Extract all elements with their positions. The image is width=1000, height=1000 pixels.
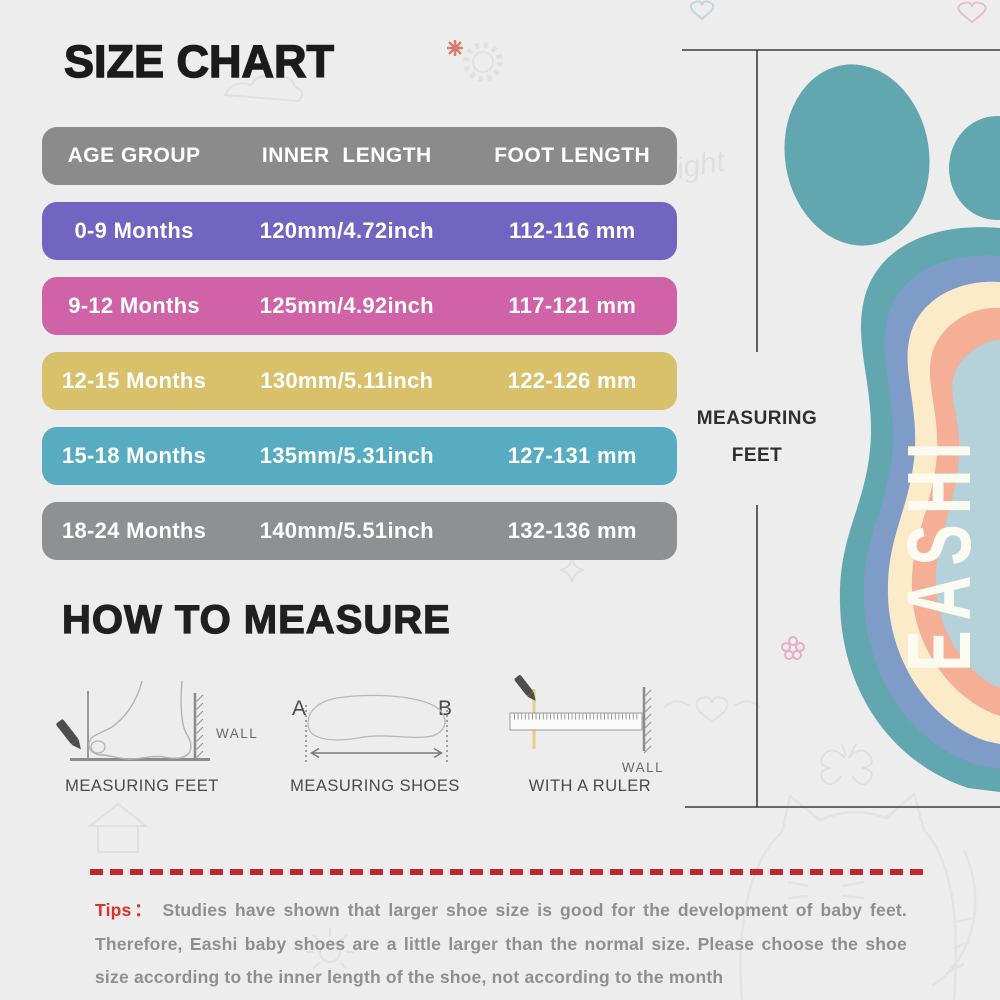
table-row: 9-12 Months 125mm/4.92inch 117-121 mm <box>42 277 677 335</box>
page-title: SIZE CHART <box>63 35 334 87</box>
measuring-illustrations: WALL MEASURING FEET A B MEASURING SHOES <box>56 675 664 795</box>
age-cell: 9-12 Months <box>68 293 200 318</box>
measuring-feet-illustration: WALL MEASURING FEET <box>56 680 258 795</box>
tips-section: Tips： Studies have shown that larger sho… <box>95 894 907 995</box>
table-header-row: AGE GROUP INNER LENGTH FOOT LENGTH <box>42 127 677 185</box>
with-a-ruler-illustration: WALL WITH A RULER <box>509 675 664 795</box>
big-toe-outline <box>90 740 106 754</box>
foot-cell: 112-116 mm <box>508 218 636 243</box>
panel-label-line1: MEASURING <box>697 408 818 429</box>
wall-label: WALL <box>622 760 664 775</box>
foot-measuring-panel: MEASURING FEET EASHI <box>682 49 1000 808</box>
measuring-shoes-caption: MEASURING SHOES <box>290 777 460 795</box>
foot-cell: 132-136 mm <box>507 518 637 543</box>
big-toe-shape <box>784 64 930 246</box>
foot-outline <box>88 680 192 760</box>
size-table: AGE GROUP INNER LENGTH FOOT LENGTH 0-9 M… <box>42 127 677 577</box>
age-cell: 18-24 Months <box>61 518 207 543</box>
inner-cell: 140mm/5.51inch <box>259 518 434 543</box>
inner-cell: 125mm/4.92inch <box>259 293 434 318</box>
wall-label: WALL <box>216 726 258 741</box>
age-cell: 15-18 Months <box>61 443 207 468</box>
pencil-icon <box>56 719 81 750</box>
shoe-sole-outline <box>307 694 446 741</box>
baby-foot-graphic: EASHI <box>784 64 1000 792</box>
doodle-flower-petals-icon <box>463 42 503 82</box>
col-header-age-group: AGE GROUP <box>67 144 201 167</box>
point-b-label: B <box>438 697 452 720</box>
tips-line-1: Tips： Studies have shown that larger sho… <box>95 894 907 928</box>
pencil-icon <box>514 675 536 701</box>
col-header-inner-length: INNER LENGTH <box>261 144 432 167</box>
wall-hatch-icon <box>194 694 204 760</box>
brand-vertical-text: EASHI <box>890 432 990 671</box>
measuring-shoes-illustration: A B MEASURING SHOES <box>290 694 460 795</box>
second-toe-shape <box>949 116 1000 220</box>
with-a-ruler-caption: WITH A RULER <box>529 777 651 795</box>
tips-line-3: size according to the inner length of th… <box>95 967 724 987</box>
doodle-flower-icon <box>472 51 494 73</box>
length-arrow-icon <box>310 747 443 759</box>
measuring-feet-caption: MEASURING FEET <box>65 777 219 795</box>
foot-cell: 117-121 mm <box>508 293 637 318</box>
age-cell: 12-15 Months <box>61 368 207 393</box>
foot-cell: 127-131 mm <box>507 443 637 468</box>
panel-label-line2: FEET <box>732 445 783 466</box>
foot-cell: 122-126 mm <box>507 368 637 393</box>
tips-line-2: Therefore, Eashi baby shoes are a little… <box>95 933 907 954</box>
doodle-house-icon <box>87 802 149 853</box>
tips-label: Tips： <box>95 900 155 920</box>
how-to-measure-title: HOW TO MEASURE <box>61 597 451 642</box>
col-header-foot-length: FOOT LENGTH <box>494 144 651 167</box>
table-row: 18-24 Months 140mm/5.51inch 132-136 mm <box>42 502 677 560</box>
foot-inner-area <box>935 339 1000 688</box>
age-cell: 0-9 Months <box>74 218 194 243</box>
wall-hatch-icon <box>643 689 652 754</box>
table-row: 15-18 Months 135mm/5.31inch 127-131 mm <box>42 427 677 485</box>
point-a-label: A <box>292 697 306 720</box>
inner-cell: 130mm/5.11inch <box>260 368 434 393</box>
tips-text-1: Studies have shown that larger shoe size… <box>162 900 907 920</box>
panel-frame-lines <box>682 49 1000 808</box>
doodle-red-star-icon <box>447 40 463 56</box>
inner-cell: 135mm/5.31inch <box>259 443 434 468</box>
tips-divider <box>90 869 928 875</box>
inner-cell: 120mm/4.72inch <box>259 218 434 243</box>
table-row: 12-15 Months 130mm/5.11inch 122-126 mm <box>42 352 677 410</box>
table-row: 0-9 Months 120mm/4.72inch 112-116 mm <box>42 202 677 260</box>
